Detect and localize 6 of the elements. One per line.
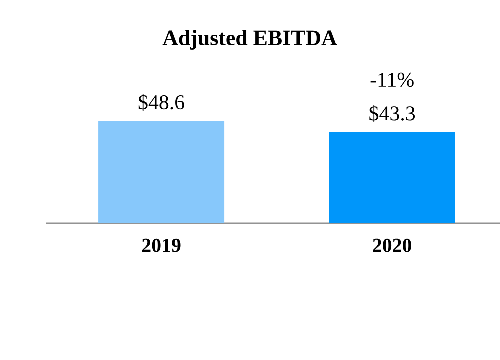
x-tick-label: 2020 (373, 238, 412, 252)
chart-title: Adjusted EBITDA (162, 30, 338, 50)
text: -11% (370, 72, 414, 88)
data-label: $43.3 (370, 105, 416, 122)
data-label: $48.6 (138, 94, 184, 111)
x-tick-label: 2019 (142, 238, 181, 252)
